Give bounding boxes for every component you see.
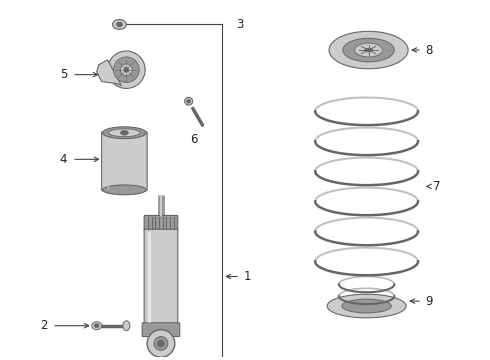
Ellipse shape [154,337,168,350]
Ellipse shape [121,130,128,135]
Ellipse shape [187,99,191,103]
Text: 4: 4 [60,153,67,166]
Text: 9: 9 [425,294,433,307]
Text: 6: 6 [190,133,197,146]
Ellipse shape [365,48,372,52]
Ellipse shape [185,97,193,105]
Ellipse shape [343,38,394,62]
FancyBboxPatch shape [144,229,178,325]
Ellipse shape [157,340,165,347]
Text: 5: 5 [60,68,67,81]
Ellipse shape [123,321,130,330]
FancyBboxPatch shape [101,132,147,191]
Ellipse shape [329,31,408,69]
Ellipse shape [117,22,122,27]
Text: 7: 7 [433,180,441,193]
Ellipse shape [327,294,406,318]
Ellipse shape [342,299,392,313]
Text: 3: 3 [236,18,244,31]
Ellipse shape [108,51,145,89]
Text: 1: 1 [244,270,251,283]
Text: 8: 8 [425,44,432,57]
FancyBboxPatch shape [142,323,180,337]
Ellipse shape [113,19,126,30]
Ellipse shape [355,43,382,57]
Ellipse shape [114,57,139,82]
Ellipse shape [124,67,129,72]
Ellipse shape [147,330,175,357]
Ellipse shape [94,324,99,328]
Ellipse shape [121,64,132,76]
Ellipse shape [102,185,146,195]
Ellipse shape [102,127,146,139]
Polygon shape [97,60,122,85]
FancyBboxPatch shape [144,215,178,231]
Ellipse shape [109,129,140,137]
Text: 2: 2 [40,319,47,332]
Ellipse shape [92,322,101,330]
